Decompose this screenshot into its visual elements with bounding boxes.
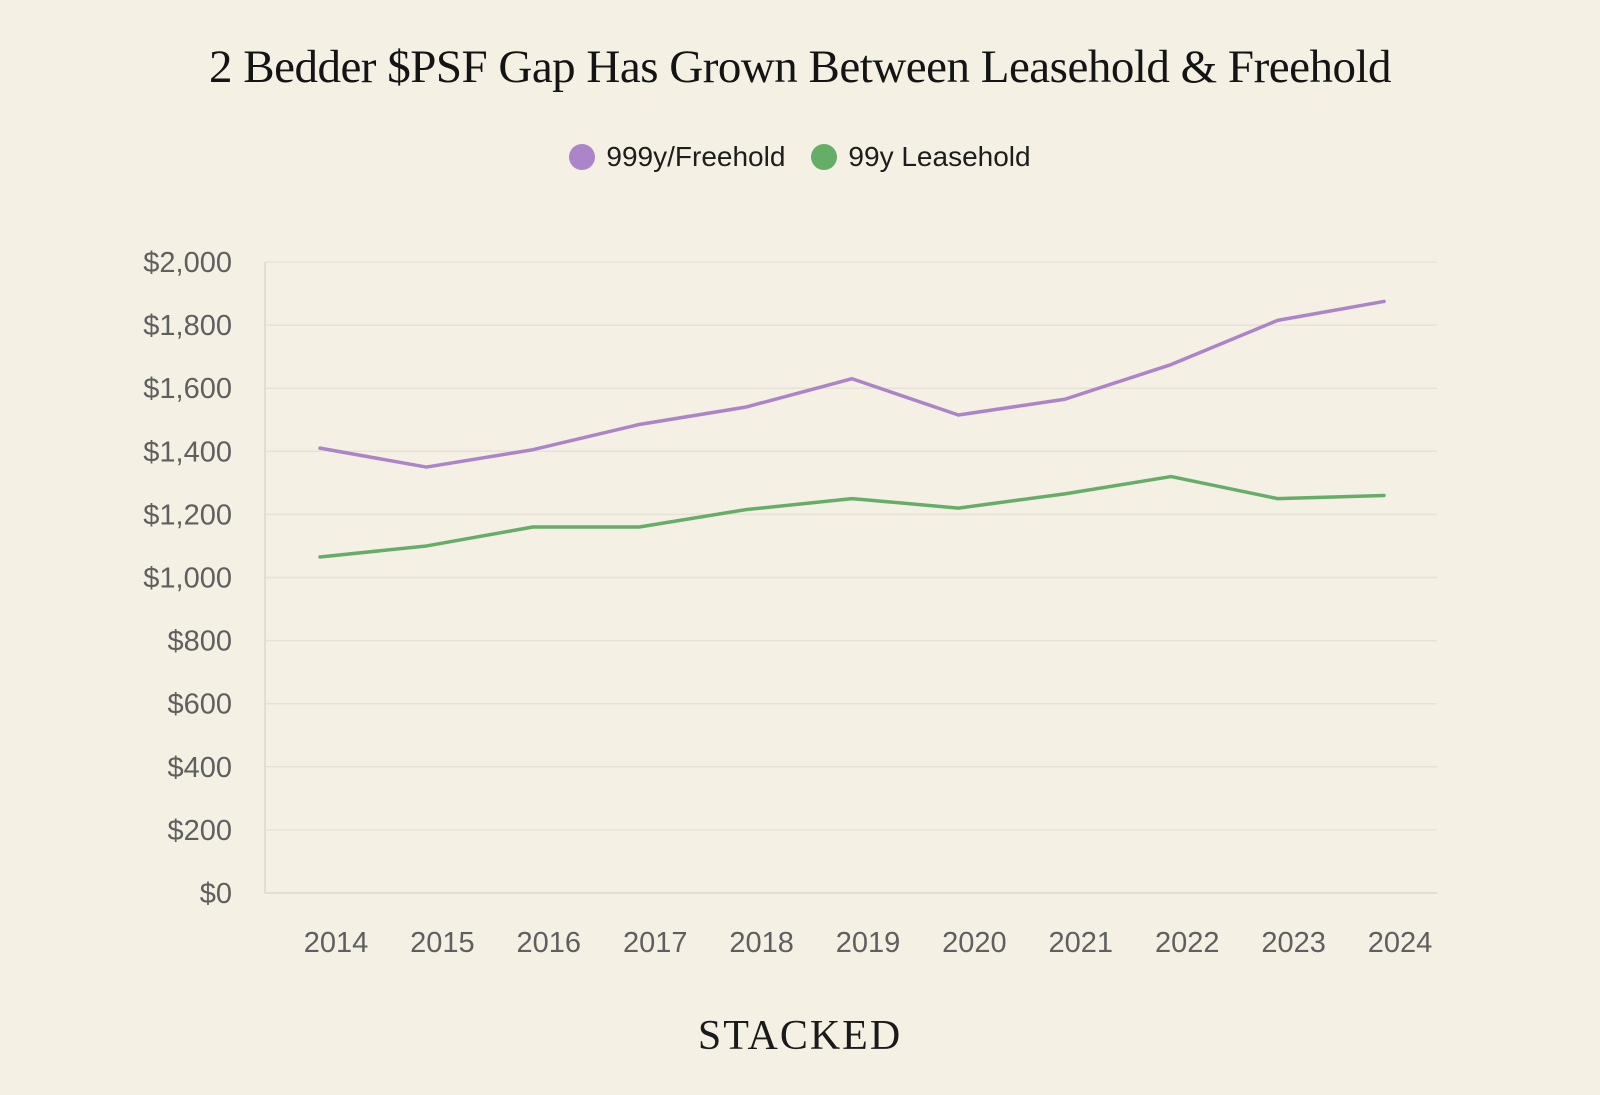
x-tick-label: 2020 xyxy=(942,927,1007,959)
x-tick-label: 2019 xyxy=(836,927,901,959)
legend-swatch-freehold xyxy=(569,144,596,170)
x-tick-label: 2022 xyxy=(1155,927,1220,959)
x-tick-label: 2017 xyxy=(623,927,688,959)
legend-label-freehold: 999y/Freehold xyxy=(606,141,786,172)
y-tick-label: $1,200 xyxy=(143,499,232,531)
chart-legend: 999y/Freehold 99y Leasehold xyxy=(0,141,1600,173)
x-tick-label: 2021 xyxy=(1049,927,1114,959)
legend-item-leasehold: 99y Leasehold xyxy=(811,141,1031,173)
y-tick-label: $0 xyxy=(200,878,232,910)
series-line-leasehold xyxy=(318,474,1386,559)
x-tick-label: 2015 xyxy=(410,927,475,959)
y-tick-label: $1,000 xyxy=(143,563,232,595)
y-tick-label: $400 xyxy=(167,752,232,784)
x-tick-label: 2018 xyxy=(729,927,794,959)
y-tick-label: $1,800 xyxy=(143,310,232,342)
y-tick-label: $800 xyxy=(167,626,232,658)
chart-title: 2 Bedder $PSF Gap Has Grown Between Leas… xyxy=(208,41,1392,93)
brand-logo-text: STACKED xyxy=(697,1013,903,1059)
legend-item-freehold: 999y/Freehold xyxy=(569,141,785,173)
x-tick-label: 2014 xyxy=(304,927,369,959)
x-tick-label: 2016 xyxy=(517,927,582,959)
y-tick-label: $1,600 xyxy=(143,373,232,405)
y-tick-label: $200 xyxy=(167,815,232,847)
legend-label-leasehold: 99y Leasehold xyxy=(848,141,1031,172)
y-tick-label: $1,400 xyxy=(143,436,232,468)
y-tick-label: $2,000 xyxy=(143,247,232,279)
x-tick-label: 2024 xyxy=(1368,927,1433,959)
series-line-freehold xyxy=(318,299,1386,469)
x-tick-label: 2023 xyxy=(1261,927,1326,959)
y-tick-label: $600 xyxy=(167,689,232,721)
legend-swatch-leasehold xyxy=(811,144,838,170)
